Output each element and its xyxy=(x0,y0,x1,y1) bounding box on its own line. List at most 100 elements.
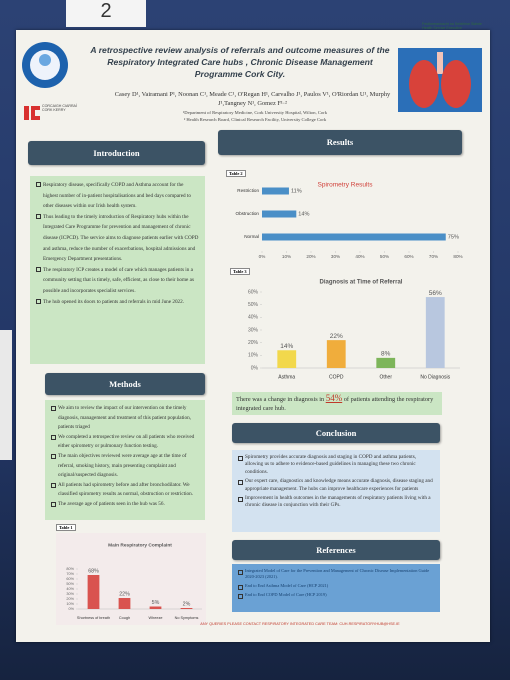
section-heading: References xyxy=(232,540,440,560)
bar xyxy=(118,598,131,609)
table-label: Table 3 xyxy=(230,268,250,275)
value-label: 22% xyxy=(119,591,130,597)
footer-contact: ANY QUERIES PLEASE CONTACT RESPIRATORY I… xyxy=(200,622,400,626)
section-heading: Conclusion xyxy=(232,423,440,443)
value-label: 22% xyxy=(330,333,343,340)
x-tick-label: 0% xyxy=(259,254,266,259)
category-label: COPD xyxy=(329,374,344,380)
key-finding: There was a change in diagnosis in 54% o… xyxy=(232,392,442,415)
bullet-item: The main objectives reviewed were averag… xyxy=(51,452,199,481)
conclusion-box: Spirometry provides accurate diagnosis a… xyxy=(232,450,440,532)
x-tick-label: 80% xyxy=(453,254,462,259)
bullet-item: Respiratory disease, specifically COPD a… xyxy=(36,180,199,212)
y-tick-label: 10% xyxy=(248,353,259,359)
category-label: Restriction xyxy=(237,188,259,193)
affiliation: ¹Department of Respiratory Medicine, Cor… xyxy=(182,110,328,115)
y-tick-label: 0% xyxy=(69,607,75,611)
value-label: 5% xyxy=(152,600,160,606)
bar xyxy=(180,608,193,609)
bar xyxy=(262,187,289,195)
cork-kerry-logo: CORCAIGH CIARRAÍ CORK KERRY xyxy=(42,104,77,112)
x-tick-label: 30% xyxy=(331,254,340,259)
finding-text: of patients attending the respiratory in… xyxy=(236,396,434,412)
x-tick-label: 10% xyxy=(282,254,291,259)
introduction-box: Respiratory disease, specifically COPD a… xyxy=(30,176,205,364)
y-tick-label: 50% xyxy=(66,582,74,586)
bullet-item: We completed a retrospective review on a… xyxy=(51,433,199,452)
y-tick-label: 20% xyxy=(66,597,74,601)
bullet-item: The respiratory ICP creates a model of c… xyxy=(36,265,199,297)
bullet-item: Integrated Model of Care for the Prevent… xyxy=(238,568,434,580)
bullet-item: All patients had spirometry before and a… xyxy=(51,481,199,500)
bar xyxy=(425,297,445,368)
section-heading: Introduction xyxy=(28,141,205,165)
category-label: Asthma xyxy=(278,374,295,380)
value-label: 11% xyxy=(291,188,302,194)
category-label: Normal xyxy=(244,234,259,239)
y-tick-label: 30% xyxy=(66,592,74,596)
finding-text: There was a change in diagnosis in xyxy=(236,396,326,403)
bar xyxy=(87,575,100,609)
bar xyxy=(277,350,297,368)
y-tick-label: 60% xyxy=(66,577,74,581)
x-tick-label: 50% xyxy=(380,254,389,259)
complaint-chart: Main Respiratory Complaint 0%10%20%30%40%… xyxy=(56,533,206,625)
y-tick-label: 40% xyxy=(66,587,74,591)
board-number: 2 xyxy=(66,0,146,27)
value-label: 56% xyxy=(429,290,442,297)
bar xyxy=(326,340,346,368)
bullet-item: Improvement in health outcomes in the ma… xyxy=(238,495,434,510)
y-tick-label: 50% xyxy=(248,302,259,308)
methods-box: We aim to review the impact of our inter… xyxy=(45,400,205,520)
value-label: 68% xyxy=(88,568,99,574)
references-box: Integrated Model of Care for the Prevent… xyxy=(232,564,440,612)
affiliation: ² Health Research Board, Clinical Resear… xyxy=(183,117,327,122)
finding-highlight: 54% xyxy=(325,393,343,403)
y-tick-label: 30% xyxy=(248,327,259,333)
section-heading: Results xyxy=(218,130,462,155)
category-label: Obstruction xyxy=(236,211,260,216)
logo-line: CORK KERRY xyxy=(42,108,66,112)
bullet-item: End to End Asthma Model of Care (HCP 202… xyxy=(238,583,434,590)
neighbor-poster xyxy=(0,330,12,460)
category-label: Wheeze xyxy=(149,616,163,620)
y-tick-label: 10% xyxy=(66,602,74,606)
diagnosis-chart: Diagnosis at Time of Referral 0% 10% 20% 30%… xyxy=(248,280,460,380)
y-tick-label: 60% xyxy=(248,289,259,295)
bar xyxy=(149,606,162,609)
x-tick-label: 70% xyxy=(429,254,438,259)
poster-title: A retrospective review analysis of refer… xyxy=(90,45,390,79)
category-label: Shortness of breath xyxy=(77,616,110,620)
hse-line: Health Service Executive xyxy=(422,26,462,30)
chart-title: Spirometry Results xyxy=(318,182,374,189)
bar xyxy=(376,357,396,368)
category-label: No Diagnosis xyxy=(420,374,450,380)
y-tick-label: 80% xyxy=(66,567,74,571)
chart-title: Diagnosis at Time of Referral xyxy=(320,280,403,286)
x-tick-label: 40% xyxy=(355,254,364,259)
table-label: Table 1 xyxy=(56,524,76,531)
table-label: Table 2 xyxy=(226,170,246,177)
chart-title: Main Respiratory Complaint xyxy=(108,542,172,548)
authors: Casey D¹, Vairamani P¹, Noonan C¹, Meade… xyxy=(114,91,391,107)
bullet-item: We aim to review the impact of our inter… xyxy=(51,404,199,433)
category-label: Other xyxy=(379,374,392,380)
x-tick-label: 20% xyxy=(306,254,315,259)
logo-line: CORCAIGH CIARRAÍ xyxy=(42,104,77,108)
bullet-item: Thus leading to the timely introduction … xyxy=(36,212,199,265)
hse-line: Feidhmeannacht na Seirbhíse Sláinte xyxy=(422,22,482,26)
bar xyxy=(262,233,446,241)
bullet-item: The average age of patients seen in the … xyxy=(51,500,199,510)
value-label: 14% xyxy=(280,343,293,350)
lungs-image xyxy=(398,48,482,112)
value-label: 14% xyxy=(298,211,309,217)
category-label: Cough xyxy=(119,616,130,620)
section-heading: Methods xyxy=(45,373,205,395)
bar xyxy=(262,210,297,218)
value-label: 8% xyxy=(381,351,391,358)
y-tick-label: 0% xyxy=(251,365,259,371)
hse-logo: Feidhmeannacht na Seirbhíse Sláinte Heal… xyxy=(422,22,484,30)
y-tick-label: 40% xyxy=(248,315,259,321)
bullet-item: Our expert care, diagnostics and knowled… xyxy=(238,478,434,493)
